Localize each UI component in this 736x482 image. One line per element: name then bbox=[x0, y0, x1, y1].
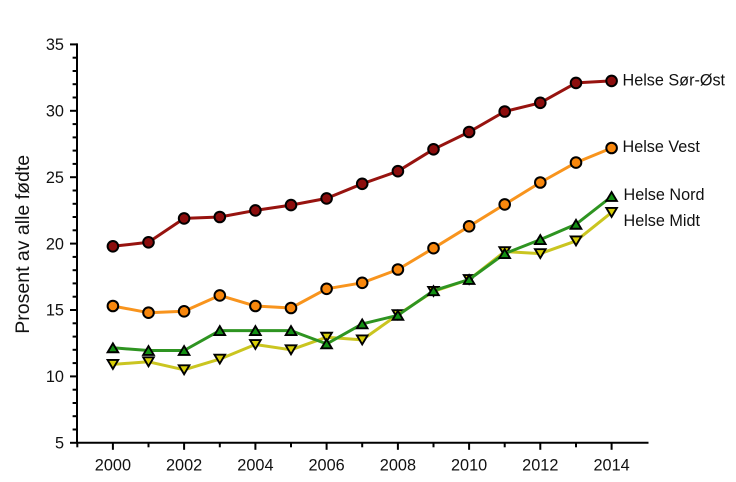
svg-text:Helse Nord: Helse Nord bbox=[624, 186, 705, 204]
svg-text:2006: 2006 bbox=[308, 457, 344, 475]
svg-text:2004: 2004 bbox=[237, 457, 273, 475]
svg-text:30: 30 bbox=[46, 103, 64, 121]
svg-text:5: 5 bbox=[55, 435, 64, 453]
svg-text:Helse Midt: Helse Midt bbox=[624, 212, 701, 230]
svg-text:Helse Sør-Øst: Helse Sør-Øst bbox=[623, 72, 726, 90]
svg-text:2014: 2014 bbox=[593, 457, 629, 475]
svg-text:Prosent av alle fødte: Prosent av alle fødte bbox=[12, 155, 34, 334]
svg-text:10: 10 bbox=[46, 368, 64, 386]
svg-text:20: 20 bbox=[46, 235, 64, 253]
svg-text:15: 15 bbox=[46, 302, 64, 320]
svg-text:35: 35 bbox=[46, 36, 64, 54]
svg-text:2000: 2000 bbox=[95, 457, 131, 475]
svg-text:2008: 2008 bbox=[380, 457, 416, 475]
svg-text:2012: 2012 bbox=[522, 457, 558, 475]
svg-text:Helse Vest: Helse Vest bbox=[623, 138, 701, 156]
svg-text:25: 25 bbox=[46, 169, 64, 187]
svg-text:2010: 2010 bbox=[451, 457, 487, 475]
svg-text:2002: 2002 bbox=[166, 457, 202, 475]
